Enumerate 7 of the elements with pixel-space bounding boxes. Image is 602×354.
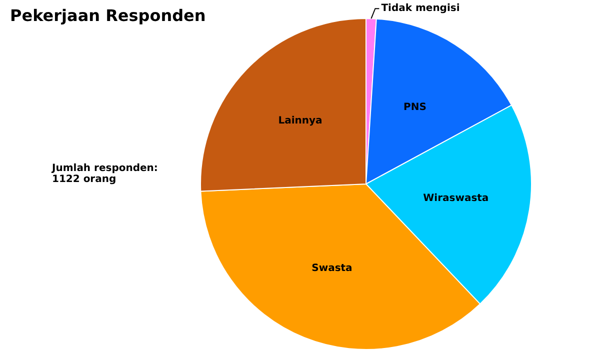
slice-label: Tidak mengisi [381, 3, 460, 14]
chart-title: Pekerjaan Responden [10, 6, 206, 25]
slice-label: PNS [404, 102, 426, 113]
slice-label: Swasta [312, 263, 352, 274]
slice-label: Lainnya [278, 116, 322, 127]
text: Jumlah responden: 1122 orang [52, 163, 158, 185]
slice-label: Wiraswasta [423, 192, 489, 204]
